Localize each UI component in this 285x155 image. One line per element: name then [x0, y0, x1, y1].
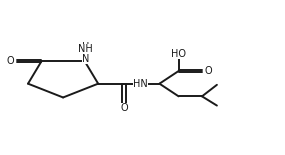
- Text: H
N: H N: [82, 42, 90, 64]
- Text: O: O: [7, 56, 15, 66]
- Text: HN: HN: [133, 79, 148, 89]
- Text: NH: NH: [78, 44, 93, 54]
- Text: O: O: [204, 66, 212, 76]
- Text: O: O: [121, 103, 128, 113]
- Text: HO: HO: [171, 49, 186, 60]
